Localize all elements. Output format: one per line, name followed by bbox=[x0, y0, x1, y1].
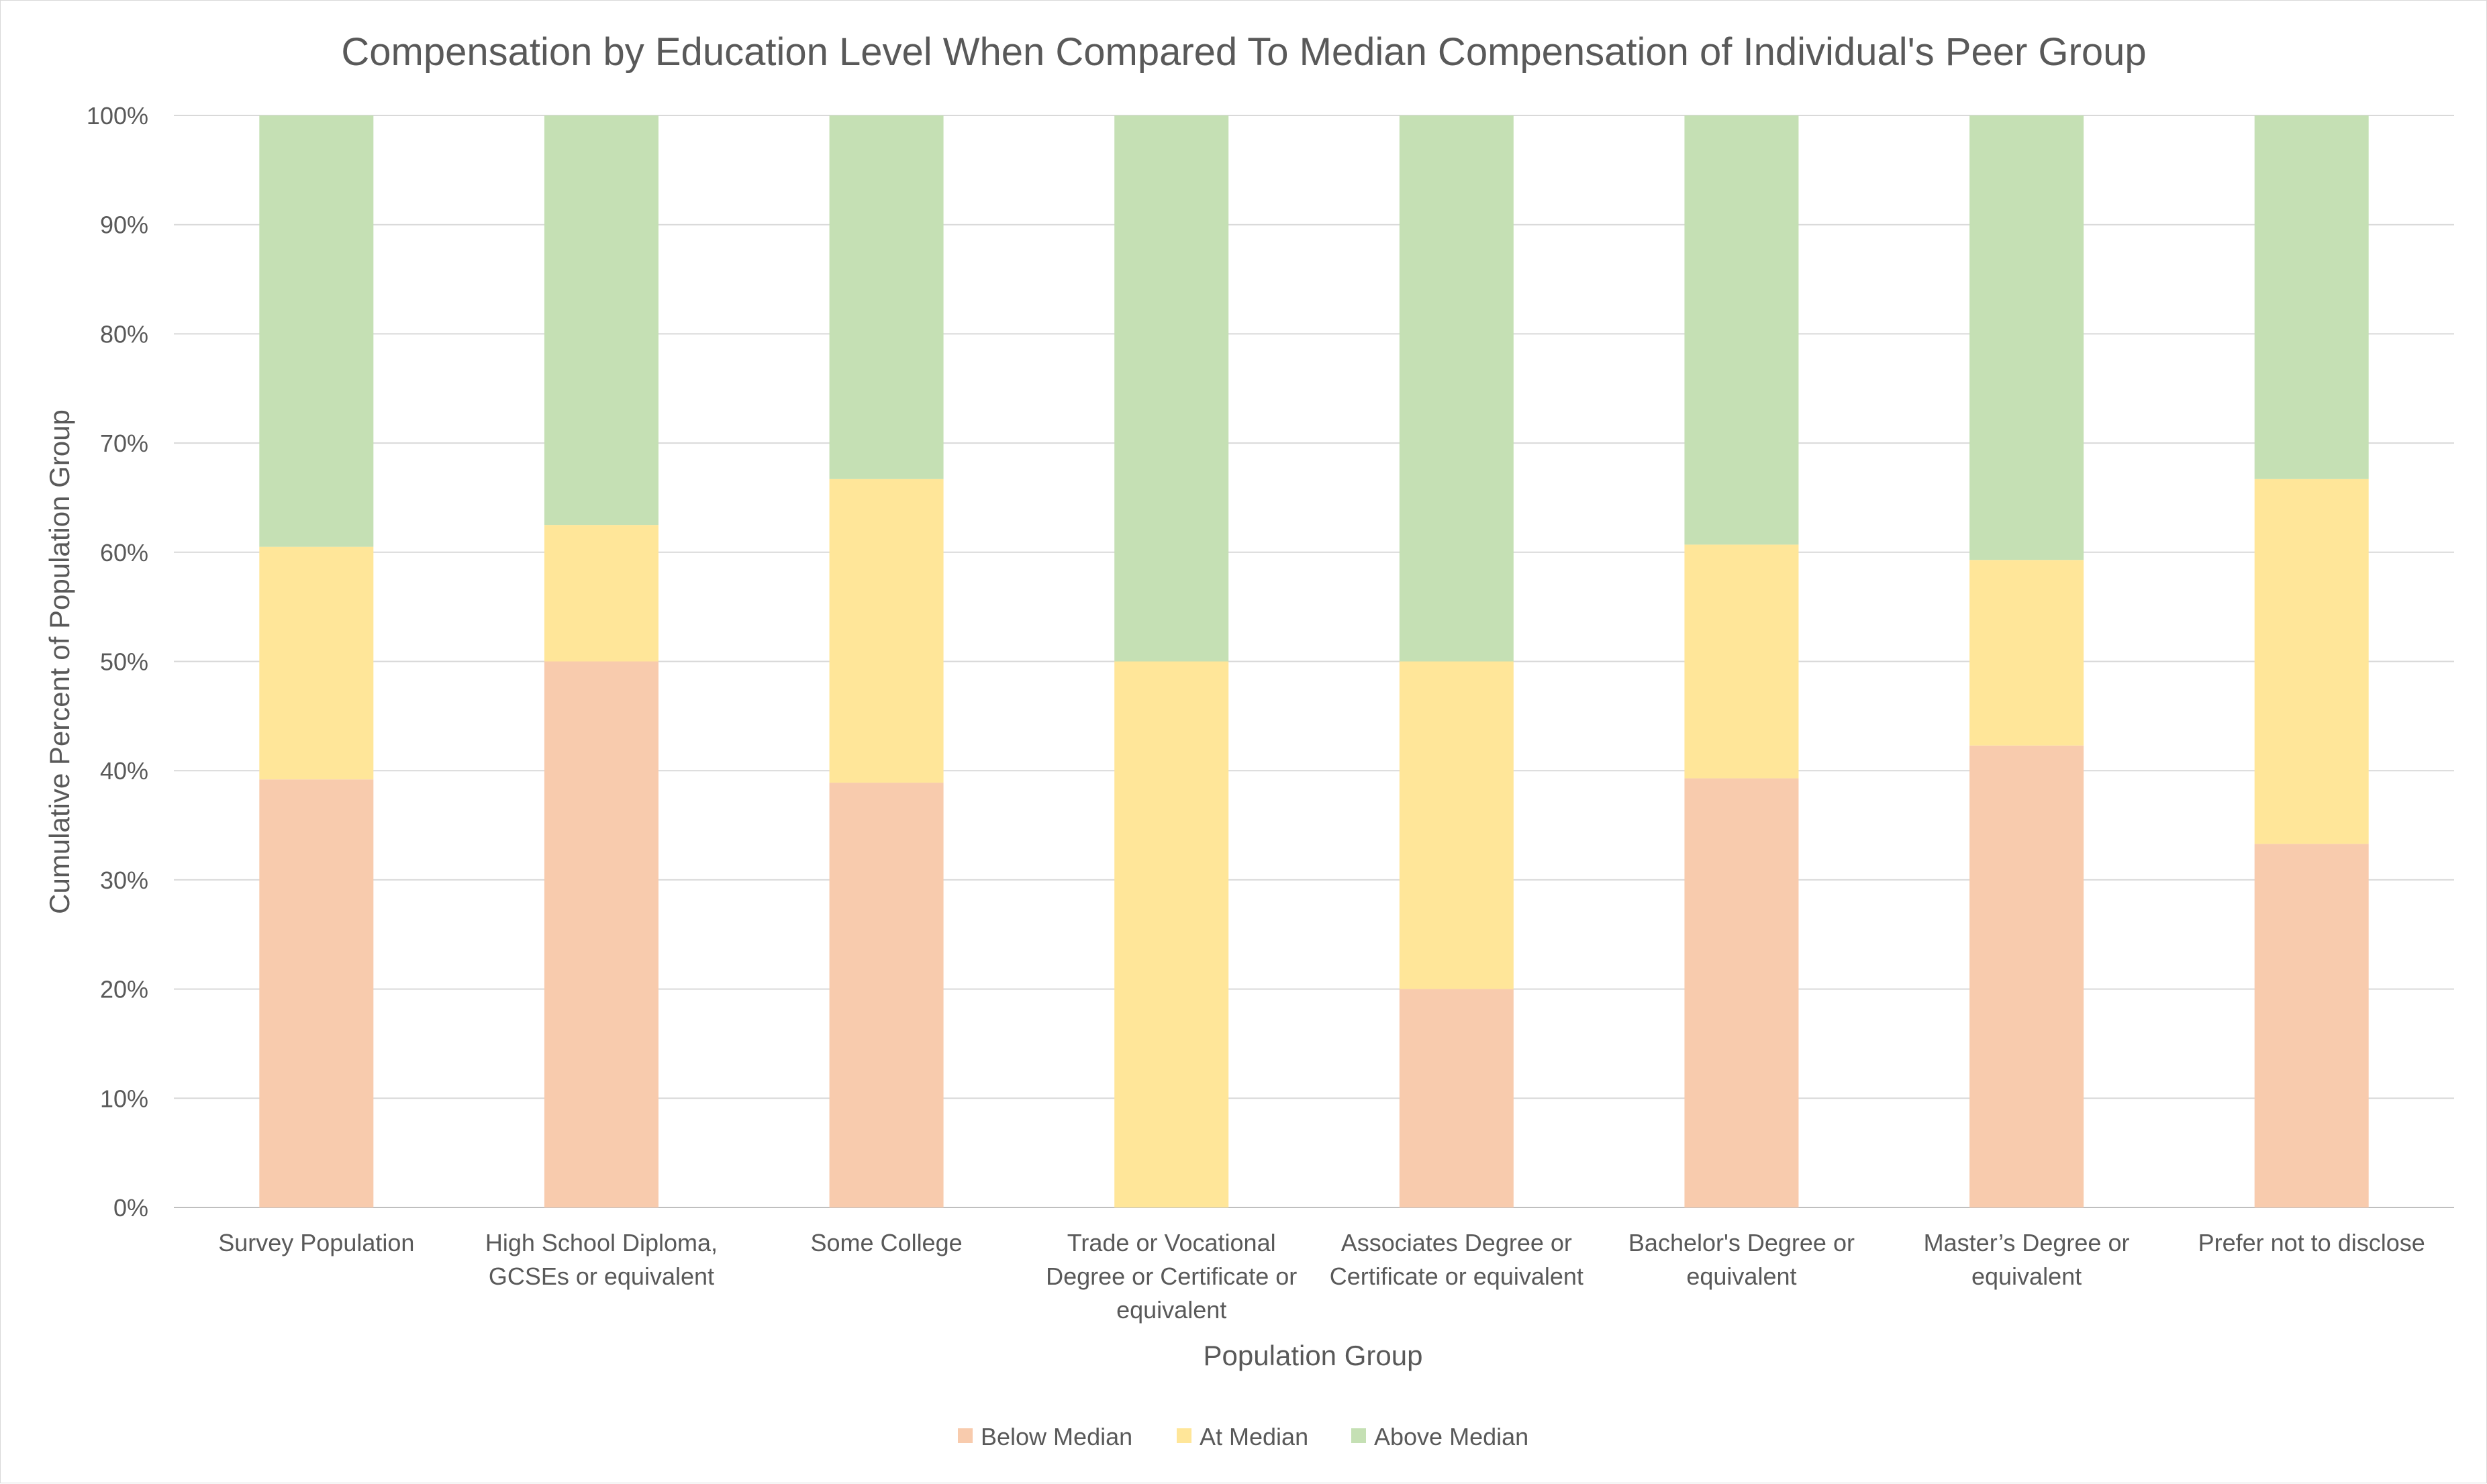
bar-segment-at-median bbox=[544, 525, 659, 662]
y-tick-label: 30% bbox=[100, 867, 148, 894]
x-axis-title: Population Group bbox=[1204, 1340, 1423, 1371]
x-category-label: Certificate or equivalent bbox=[1330, 1263, 1583, 1290]
bar-segment-at-median bbox=[1969, 560, 2084, 746]
chart-title: Compensation by Education Level When Com… bbox=[341, 30, 2146, 74]
legend-swatch bbox=[1177, 1428, 1191, 1443]
y-tick-label: 90% bbox=[100, 211, 148, 239]
x-category-label: Bachelor's Degree or bbox=[1628, 1229, 1855, 1256]
bar-segment-above-median bbox=[544, 115, 659, 526]
legend: Below Median At Median Above Median bbox=[958, 1423, 1528, 1450]
bar-segment-below-median bbox=[1969, 745, 2084, 1207]
bar-segment-below-median bbox=[544, 661, 659, 1207]
legend-swatch bbox=[958, 1428, 973, 1443]
x-category-label: equivalent bbox=[1971, 1263, 2082, 1290]
x-category-label: equivalent bbox=[1686, 1263, 1796, 1290]
y-tick-label: 60% bbox=[100, 539, 148, 566]
bar-segment-above-median bbox=[1114, 115, 1229, 662]
y-axis-title: Cumulative Percent of Population Group bbox=[44, 409, 75, 914]
x-category-label: Some College bbox=[811, 1229, 963, 1256]
y-tick-label: 10% bbox=[100, 1085, 148, 1112]
bar-segment-below-median bbox=[2254, 844, 2369, 1207]
x-category-label: High School Diploma, bbox=[485, 1229, 718, 1256]
x-category-label: Associates Degree or bbox=[1341, 1229, 1572, 1256]
bar-segment-at-median bbox=[829, 479, 944, 783]
x-category-label: Master’s Degree or bbox=[1924, 1229, 2130, 1256]
legend-label: Above Median bbox=[1374, 1423, 1528, 1450]
y-tick-label: 50% bbox=[100, 648, 148, 676]
bar-segment-above-median bbox=[2254, 115, 2369, 479]
y-tick-label: 0% bbox=[113, 1194, 148, 1222]
legend-swatch bbox=[1351, 1428, 1366, 1443]
x-category-label: Prefer not to disclose bbox=[2198, 1229, 2425, 1256]
bar-segment-above-median bbox=[1399, 115, 1514, 662]
bar-segment-above-median bbox=[829, 115, 944, 479]
y-tick-label: 70% bbox=[100, 430, 148, 457]
legend-label: Below Median bbox=[981, 1423, 1132, 1450]
bar-segment-below-median bbox=[1399, 989, 1514, 1207]
x-category-label: Degree or Certificate or bbox=[1046, 1263, 1297, 1290]
bar-segment-below-median bbox=[829, 783, 944, 1207]
bar-segment-below-median bbox=[259, 779, 374, 1207]
y-tick-label: 20% bbox=[100, 976, 148, 1003]
x-category-label: equivalent bbox=[1116, 1296, 1226, 1324]
y-tick-label: 40% bbox=[100, 757, 148, 785]
bar-segment-above-median bbox=[1969, 115, 2084, 560]
x-category-label: GCSEs or equivalent bbox=[489, 1263, 714, 1290]
bar-segment-below-median bbox=[1684, 778, 1799, 1207]
y-tick-label: 100% bbox=[87, 102, 148, 130]
x-category-label: Survey Population bbox=[218, 1229, 414, 1256]
bar-segment-at-median bbox=[1399, 661, 1514, 989]
y-tick-label: 80% bbox=[100, 320, 148, 348]
x-axis-categories: Survey Population High School Diploma, GCS… bbox=[218, 1229, 2425, 1324]
bars bbox=[259, 115, 2369, 1207]
x-category-label: Trade or Vocational bbox=[1067, 1229, 1276, 1256]
bar-segment-at-median bbox=[1114, 661, 1229, 1207]
bar-segment-above-median bbox=[1684, 115, 1799, 545]
y-axis-ticks: 0% 10% 20% 30% 40% 50% 60% 70% 80% 90% 100% bbox=[87, 102, 148, 1222]
bar-segment-at-median bbox=[259, 546, 374, 780]
bar-segment-at-median bbox=[1684, 544, 1799, 779]
bar-segment-above-median bbox=[259, 115, 374, 547]
legend-label: At Median bbox=[1200, 1423, 1308, 1450]
gridlines bbox=[174, 115, 2454, 1208]
bar-segment-at-median bbox=[2254, 479, 2369, 844]
